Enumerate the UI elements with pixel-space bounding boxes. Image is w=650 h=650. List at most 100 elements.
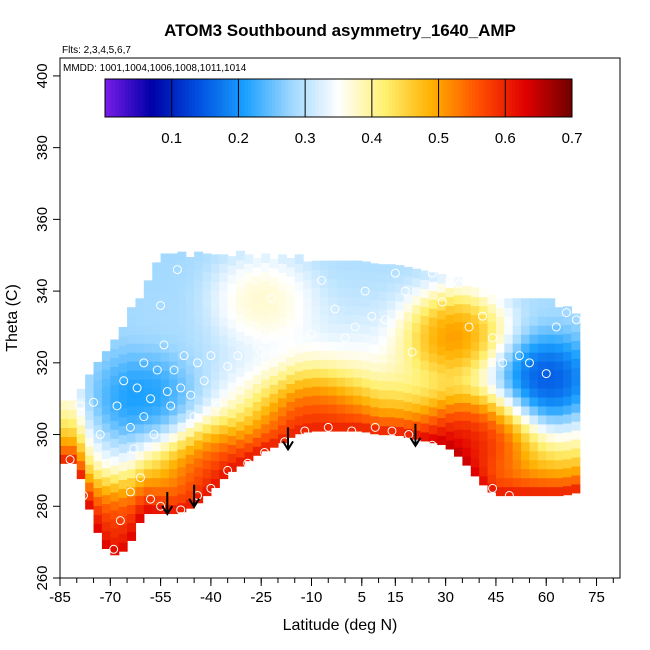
heatmap-cell <box>521 477 531 488</box>
heatmap-cell <box>479 404 489 414</box>
heatmap-cell <box>546 334 556 344</box>
heatmap-cell <box>479 323 489 333</box>
heatmap-cell <box>127 522 137 532</box>
heatmap-cell <box>143 423 153 434</box>
heatmap-cell <box>428 361 438 372</box>
colorbar-swatch <box>278 79 283 117</box>
heatmap-cell <box>227 300 237 311</box>
heatmap-cell <box>504 441 514 452</box>
heatmap-cell <box>76 424 86 435</box>
heatmap-cell <box>403 428 413 438</box>
heatmap-cell <box>529 459 539 470</box>
heatmap-cell <box>386 300 396 310</box>
observation-point <box>159 340 169 350</box>
heatmap-cell <box>286 284 296 295</box>
heatmap-cell <box>244 335 254 345</box>
colorbar-swatch <box>391 79 396 117</box>
heatmap-cell <box>504 450 514 461</box>
colorbar-swatch <box>348 79 353 117</box>
heatmap-cell <box>487 420 497 430</box>
heatmap-cell <box>336 413 346 423</box>
heatmap-cell <box>319 368 329 378</box>
heatmap-cell <box>118 416 128 427</box>
heatmap-cell <box>504 378 514 389</box>
observation-point <box>223 361 233 371</box>
observation-point <box>457 476 467 486</box>
heatmap-cell <box>445 395 455 405</box>
heatmap-cell <box>210 469 220 480</box>
heatmap-cell <box>277 281 287 291</box>
heatmap-cell <box>395 390 405 401</box>
heatmap-cell <box>101 467 111 478</box>
heatmap-cell <box>495 298 505 308</box>
heatmap-cell <box>454 429 463 439</box>
heatmap-cell <box>227 372 237 383</box>
heatmap-cell <box>487 465 497 475</box>
heatmap-cell <box>194 439 204 450</box>
heatmap-cell <box>261 370 271 380</box>
colorbar-swatch <box>415 79 420 117</box>
heatmap-cell <box>294 397 304 408</box>
heatmap-cell <box>562 413 572 424</box>
heatmap-cell <box>177 448 187 459</box>
heatmap-cell <box>127 396 137 407</box>
heatmap-cell <box>537 423 547 434</box>
heatmap-cell <box>143 370 153 380</box>
heatmap-cell <box>269 339 279 350</box>
heatmap-cell <box>168 405 178 416</box>
heatmap-cell <box>479 422 489 432</box>
heatmap-cell <box>194 475 204 486</box>
heatmap-cell <box>294 415 304 426</box>
heatmap-cell <box>227 265 237 275</box>
heatmap-cell <box>454 276 463 287</box>
heatmap-cell <box>118 344 128 355</box>
heatmap-cell <box>462 348 472 359</box>
observation-point <box>404 430 414 440</box>
colorbar-swatch <box>405 79 410 117</box>
heatmap-cell <box>521 486 531 497</box>
heatmap-cell <box>454 420 463 430</box>
heatmap-cell <box>470 287 480 298</box>
heatmap-cell <box>118 497 128 507</box>
colorbar-tick-label: 0.6 <box>495 130 516 147</box>
heatmap-cell <box>319 314 329 324</box>
heatmap-cell <box>521 352 531 362</box>
heatmap-cell <box>504 298 514 308</box>
observation-point <box>139 358 149 368</box>
heatmap-cell <box>571 456 581 467</box>
heatmap-cell <box>303 297 313 307</box>
heatmap-cell <box>185 454 195 464</box>
colorbar-swatch <box>315 79 319 117</box>
heatmap-cell <box>93 370 103 381</box>
observation-point <box>427 268 437 278</box>
heatmap-cell <box>428 379 438 390</box>
heatmap-cell <box>512 343 522 353</box>
heatmap-cell <box>236 456 246 467</box>
heatmap-cell <box>210 388 220 399</box>
heatmap-cell <box>529 378 539 389</box>
heatmap-cell <box>303 369 313 379</box>
heatmap-cell <box>420 378 430 388</box>
heatmap-cell <box>554 459 564 470</box>
heatmap-cell <box>428 344 438 354</box>
observation-point <box>514 351 524 361</box>
heatmap-cell <box>495 307 505 317</box>
heatmap-cell <box>219 406 229 417</box>
colorbar-swatch <box>448 79 453 117</box>
heatmap-cell <box>420 279 430 290</box>
heatmap-cell <box>168 414 178 425</box>
heatmap-cell <box>185 292 195 303</box>
heatmap-cell <box>571 394 581 404</box>
heatmap-cell <box>194 457 204 468</box>
colorbar-swatch <box>481 79 486 117</box>
heatmap-cell <box>110 348 120 359</box>
heatmap-cell <box>219 326 229 336</box>
colorbar-swatch <box>485 79 490 117</box>
heatmap-cell <box>328 350 338 360</box>
colorbar-swatch <box>211 79 216 117</box>
observation-point <box>260 447 270 457</box>
heatmap-cell <box>537 405 547 416</box>
heatmap-cell <box>336 341 346 351</box>
observation-point <box>370 422 380 432</box>
